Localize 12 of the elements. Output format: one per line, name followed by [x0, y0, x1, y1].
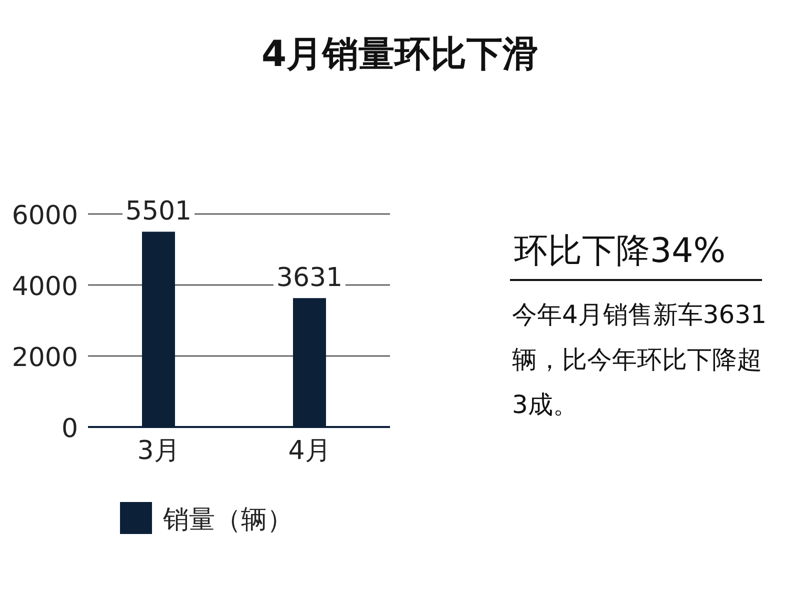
text: 环比下降34% [514, 231, 726, 271]
data-label: 3631 [276, 263, 343, 294]
text: 今年4月销售新车3631辆，比今年环比下降超3成。 [512, 299, 767, 421]
chart-title: 4月销量环比下滑 [261, 34, 539, 75]
data-label: 5501 [125, 196, 192, 227]
x-tick-label: 3月 [137, 436, 180, 466]
legend-label: 销量（辆） [162, 505, 293, 535]
y-tick-label: 0 [61, 414, 78, 444]
y-tick-label: 6000 [12, 201, 78, 231]
y-tick-label: 4000 [12, 272, 78, 302]
y-tick-label: 2000 [12, 343, 78, 373]
x-tick-label: 4月 [288, 436, 331, 466]
